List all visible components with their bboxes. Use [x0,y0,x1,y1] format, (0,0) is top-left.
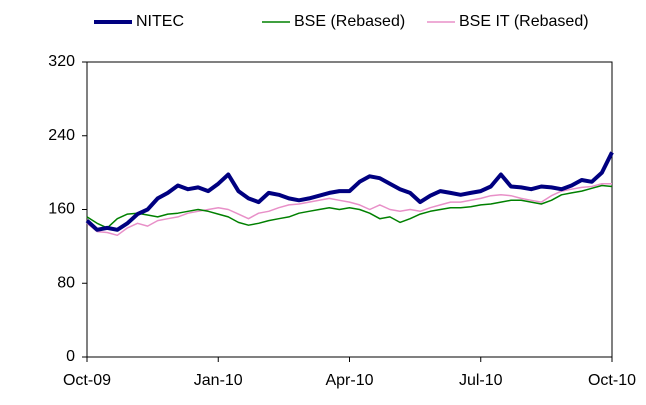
series-line [86,184,613,229]
x-tick-label: Oct-09 [63,372,111,389]
series-line [85,151,614,232]
y-tick-label: 320 [48,53,75,70]
plot-frame [86,61,613,358]
x-tick-label: Jan-10 [194,372,243,389]
y-tick-label: 0 [66,348,75,365]
series-line [86,182,612,237]
legend-label: BSE (Rebased) [294,13,405,30]
y-tick-label: 160 [48,201,75,218]
legend-label: BSE IT (Rebased) [459,13,589,30]
legend-label: NITEC [136,13,184,30]
y-tick-label: 240 [48,127,75,144]
y-tick-label: 80 [57,274,75,291]
x-tick-label: Apr-10 [325,372,373,389]
x-tick-label: Jul-10 [459,372,503,389]
x-tick-label: Oct-10 [588,372,636,389]
